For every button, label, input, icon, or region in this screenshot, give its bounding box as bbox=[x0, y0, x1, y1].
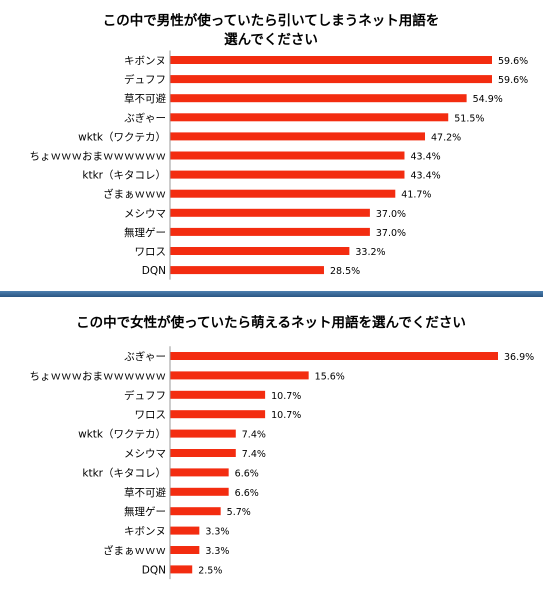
value-label: 33.2% bbox=[355, 247, 385, 258]
value-label: 28.5% bbox=[330, 266, 360, 277]
bar bbox=[170, 546, 200, 554]
value-label: 51.5% bbox=[454, 113, 484, 124]
value-label: 59.6% bbox=[498, 75, 528, 86]
value-label: 37.0% bbox=[376, 228, 406, 239]
category-label: キボンヌ bbox=[124, 526, 166, 538]
bar bbox=[170, 208, 370, 217]
value-label: 7.4% bbox=[242, 449, 266, 460]
section-divider bbox=[0, 291, 543, 297]
value-label: 6.6% bbox=[235, 468, 259, 479]
value-label: 10.7% bbox=[271, 391, 301, 402]
category-label: ktkr（キタコレ） bbox=[82, 170, 166, 182]
bar bbox=[170, 487, 229, 496]
bar bbox=[170, 227, 370, 236]
value-label: 59.6% bbox=[498, 56, 528, 67]
value-label: 7.4% bbox=[242, 430, 266, 441]
bar bbox=[170, 151, 405, 160]
category-label: ざまぁｗｗｗ bbox=[103, 188, 166, 201]
value-label: 36.9% bbox=[504, 352, 534, 363]
category-label: デュフフ bbox=[124, 73, 166, 86]
bar bbox=[170, 247, 350, 255]
category-label: ワロス bbox=[135, 246, 167, 258]
category-label: 無理ゲー bbox=[124, 505, 166, 518]
value-label: 43.4% bbox=[410, 152, 440, 163]
category-label: ざまぁｗｗｗ bbox=[103, 544, 166, 557]
category-label: wktk（ワクテカ） bbox=[78, 429, 166, 441]
chart-female-panel bbox=[0, 297, 543, 590]
bar bbox=[170, 371, 309, 380]
value-label: 41.7% bbox=[401, 190, 431, 201]
bar bbox=[170, 75, 492, 84]
bar bbox=[170, 526, 200, 535]
bar bbox=[170, 429, 236, 438]
category-label: ぶぎゃー bbox=[124, 350, 166, 363]
category-label: DQN bbox=[142, 265, 166, 277]
category-label: ぶぎゃー bbox=[124, 111, 166, 124]
bar bbox=[170, 266, 324, 275]
category-label: ktkr（キタコレ） bbox=[82, 467, 166, 479]
value-label: 10.7% bbox=[271, 410, 301, 421]
bar bbox=[170, 352, 498, 360]
bar bbox=[170, 507, 221, 516]
value-label: 37.0% bbox=[376, 209, 406, 220]
category-label: wktk（ワクテカ） bbox=[78, 131, 166, 143]
bar bbox=[170, 468, 229, 477]
category-label: ちょｗｗｗおまｗｗｗｗｗｗ bbox=[30, 151, 167, 163]
value-label: 3.3% bbox=[205, 546, 229, 557]
value-label: 15.6% bbox=[315, 371, 345, 382]
chart-title: この中で女性が使っていたら萌えるネット用語を選んでください bbox=[76, 314, 466, 331]
bar bbox=[170, 132, 426, 141]
value-label: 5.7% bbox=[227, 507, 251, 518]
value-label: 2.5% bbox=[198, 565, 222, 576]
bar bbox=[170, 170, 405, 179]
category-label: メシウマ bbox=[124, 208, 166, 220]
category-label: メシウマ bbox=[124, 448, 166, 460]
category-label: 草不可避 bbox=[124, 92, 166, 105]
category-label: 草不可避 bbox=[124, 486, 166, 499]
category-label: ちょｗｗｗおまｗｗｗｗｗｗ bbox=[30, 370, 167, 382]
bar bbox=[170, 113, 449, 122]
category-label: ワロス bbox=[135, 409, 167, 421]
category-label: デュフフ bbox=[124, 389, 166, 402]
value-label: 54.9% bbox=[473, 94, 503, 105]
value-label: 43.4% bbox=[410, 171, 440, 182]
category-label: キボンヌ bbox=[124, 55, 166, 67]
category-label: 無理ゲー bbox=[124, 226, 166, 239]
bar bbox=[170, 390, 266, 399]
bar bbox=[170, 565, 193, 574]
bar bbox=[170, 449, 236, 457]
value-label: 47.2% bbox=[431, 132, 461, 143]
value-label: 3.3% bbox=[205, 527, 229, 538]
category-label: DQN bbox=[142, 564, 166, 576]
bar bbox=[170, 189, 396, 198]
bar bbox=[170, 56, 492, 64]
bar bbox=[170, 410, 266, 419]
bar bbox=[170, 94, 467, 103]
chart-title: 選んでください bbox=[224, 32, 318, 48]
chart-title: この中で男性が使っていたら引いてしまうネット用語を bbox=[103, 12, 439, 29]
value-label: 6.6% bbox=[235, 488, 259, 499]
